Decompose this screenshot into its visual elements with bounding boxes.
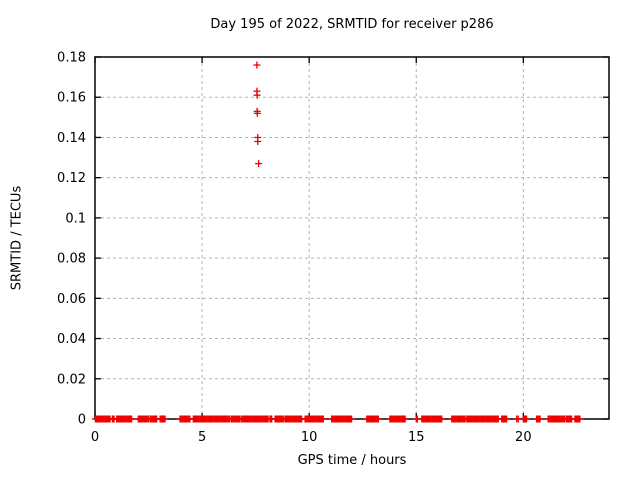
tick-marks: [94, 56, 609, 420]
x-tick-label: 10: [301, 430, 318, 445]
x-tick-label: 5: [198, 430, 206, 445]
y-tick-label: 0.02: [57, 372, 86, 387]
chart-title: Day 195 of 2022, SRMTID for receiver p28…: [210, 17, 494, 32]
y-tick-label: 0.14: [57, 131, 86, 146]
y-tick-label: 0.06: [57, 292, 86, 307]
y-tick-label: 0.04: [57, 332, 86, 347]
plot-border: [94, 56, 610, 420]
x-tick-label: 15: [408, 430, 425, 445]
x-axis-label: GPS time / hours: [297, 453, 407, 468]
gridlines: [95, 57, 609, 419]
tick-labels: 0 0.02 0.04 0.06 0.08 0.1 0.12 0.14 0.16 0.18 0 5 10…: [57, 51, 532, 446]
y-tick-label: 0.08: [57, 252, 86, 267]
data-points: [91, 61, 584, 423]
x-tick-label: 20: [515, 430, 532, 445]
y-tick-label: 0: [78, 413, 86, 428]
y-tick-label: 0.16: [57, 91, 86, 106]
y-tick-label: 0.18: [57, 51, 86, 66]
x-tick-label: 0: [91, 430, 99, 445]
border: [94, 56, 610, 420]
y-tick-label: 0.12: [57, 171, 86, 186]
y-tick-label: 0.1: [65, 211, 86, 226]
